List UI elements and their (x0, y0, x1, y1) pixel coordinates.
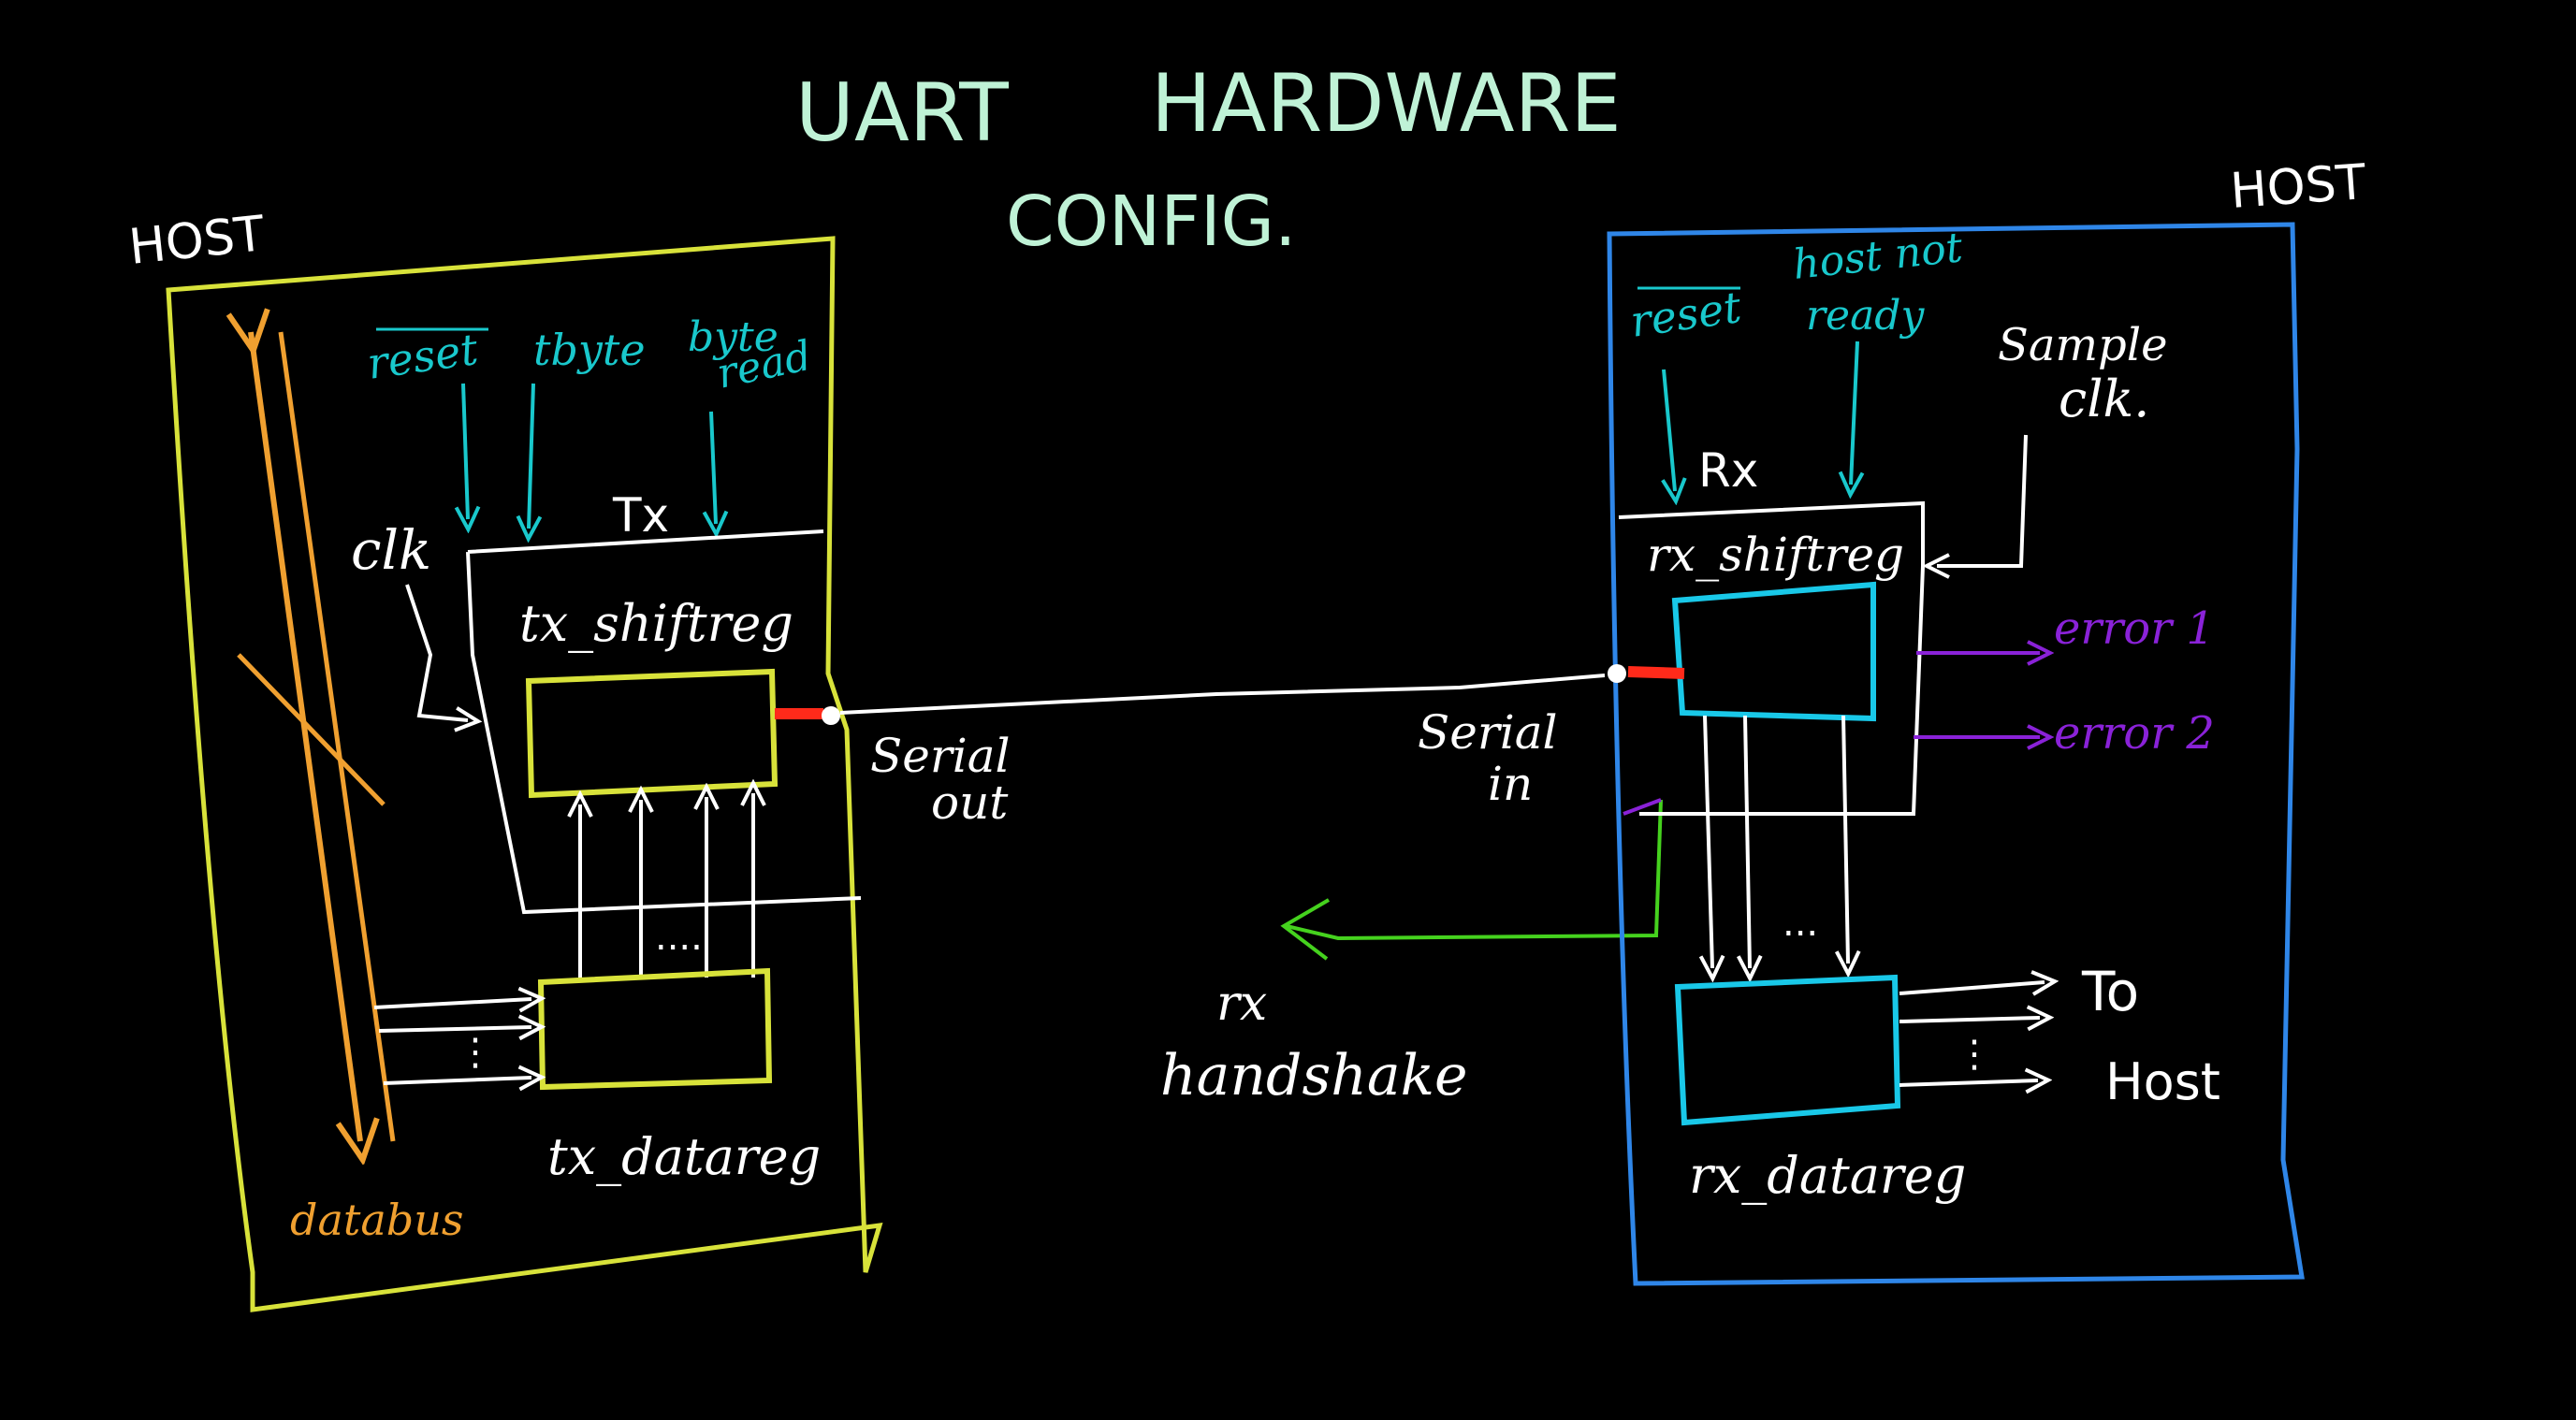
tx-host-label: HOST (126, 206, 268, 276)
title-hardware: HARDWARE (1151, 57, 1622, 151)
serial-in-label-1: Serial (1418, 705, 1558, 760)
tx-datain-arrow (383, 1078, 531, 1083)
tx-reset-arrow (463, 383, 468, 519)
rx-serial-node (1608, 664, 1626, 683)
serial-out-label-1: Serial (870, 729, 1011, 783)
tx-datareg-label: tx_datareg (547, 1127, 821, 1186)
rx-transfer-dots: ... (1783, 902, 1818, 945)
tx-block-outline (466, 529, 862, 915)
tx-host-boundary (166, 236, 883, 1312)
tx-datareg-box (537, 967, 773, 1091)
tx-shiftreg-label: tx_shiftreg (519, 594, 793, 653)
rx-transfer-arrow (1843, 715, 1848, 964)
rx-block-label: Rx (1698, 443, 1758, 498)
rx-host-label: HOST (2229, 154, 2368, 220)
rx-sample-clk-label-1: Sample (1998, 319, 2168, 371)
serial-in-label-2: in (1488, 757, 1533, 811)
rx-sample-clk-label-2: clk. (2059, 369, 2149, 428)
rx-serial-port (1627, 666, 1685, 679)
rx-shiftreg-box (1671, 581, 1876, 722)
rx-host-not-ready-arrow (1851, 341, 1857, 485)
serial-out-label-2: out (931, 775, 1009, 830)
title-uart: UART (795, 66, 1009, 160)
rx-handshake-arrowhead (1280, 898, 1331, 961)
rx-to-host-label-1: To (2081, 960, 2139, 1023)
tx-datain-arrow (378, 1027, 531, 1031)
tx-reset-label: reset (364, 324, 481, 389)
rx-dataout-dots: ⋮ (1956, 1033, 1993, 1076)
rx-error1-label: error 1 (2054, 602, 2215, 655)
rx-dataout-arrow (1899, 982, 2045, 993)
rx-transfer-arrow (1745, 715, 1750, 968)
databus-slash (237, 653, 386, 806)
databus-arrow-outer (251, 332, 360, 1141)
rx-handshake-tap (1623, 798, 1662, 816)
tx-tbyte-label: tbyte (533, 325, 646, 375)
tx-byte-read-label-1: byte (688, 313, 779, 361)
rx-reset-arrow (1664, 369, 1675, 491)
rx-dataout-arrow (1899, 1080, 2038, 1085)
databus-arrow-inner (278, 331, 396, 1142)
rx-handshake-wire (1286, 799, 1663, 941)
tx-clk-arrow (405, 584, 468, 720)
rx-to-host-label-2: Host (2105, 1052, 2220, 1111)
databus-label: databus (290, 1195, 463, 1245)
rx-transfer-arrow (1705, 715, 1712, 968)
rx-datareg-label: rx_datareg (1689, 1146, 1966, 1205)
rx-sample-clk-arrow (1937, 434, 2028, 566)
title-config: CONFIG. (1006, 181, 1297, 262)
tx-datain-dots: ⋮ (457, 1031, 494, 1074)
rx-reset-label: reset (1627, 282, 1744, 347)
rx-error2-label: error 2 (2054, 707, 2215, 760)
rx-dataout-arrow (1899, 1018, 2040, 1022)
serial-link-wire (839, 674, 1606, 715)
tx-shiftreg-box (525, 668, 779, 799)
rx-handshake-label-2: handshake (1160, 1043, 1468, 1108)
rx-host-not-ready-label-1: host not (1791, 224, 1965, 289)
tx-datain-arrow (373, 999, 531, 1007)
tx-clk-label: clk (351, 518, 431, 582)
rx-datareg-box (1674, 974, 1901, 1126)
tx-serial-node (822, 706, 840, 725)
rx-block-outline (1618, 500, 1925, 816)
rx-host-not-ready-label-2: ready (1806, 292, 1925, 340)
tx-tbyte-arrow (529, 383, 533, 529)
tx-block-label: Tx (612, 488, 669, 543)
rx-handshake-label-1: rx (1216, 976, 1267, 1032)
rx-host-boundary (1607, 222, 2305, 1286)
rx-shiftreg-label: rx_shiftreg (1647, 528, 1904, 582)
tx-byteread-arrow (711, 411, 716, 524)
tx-load-dots: .... (655, 916, 703, 959)
